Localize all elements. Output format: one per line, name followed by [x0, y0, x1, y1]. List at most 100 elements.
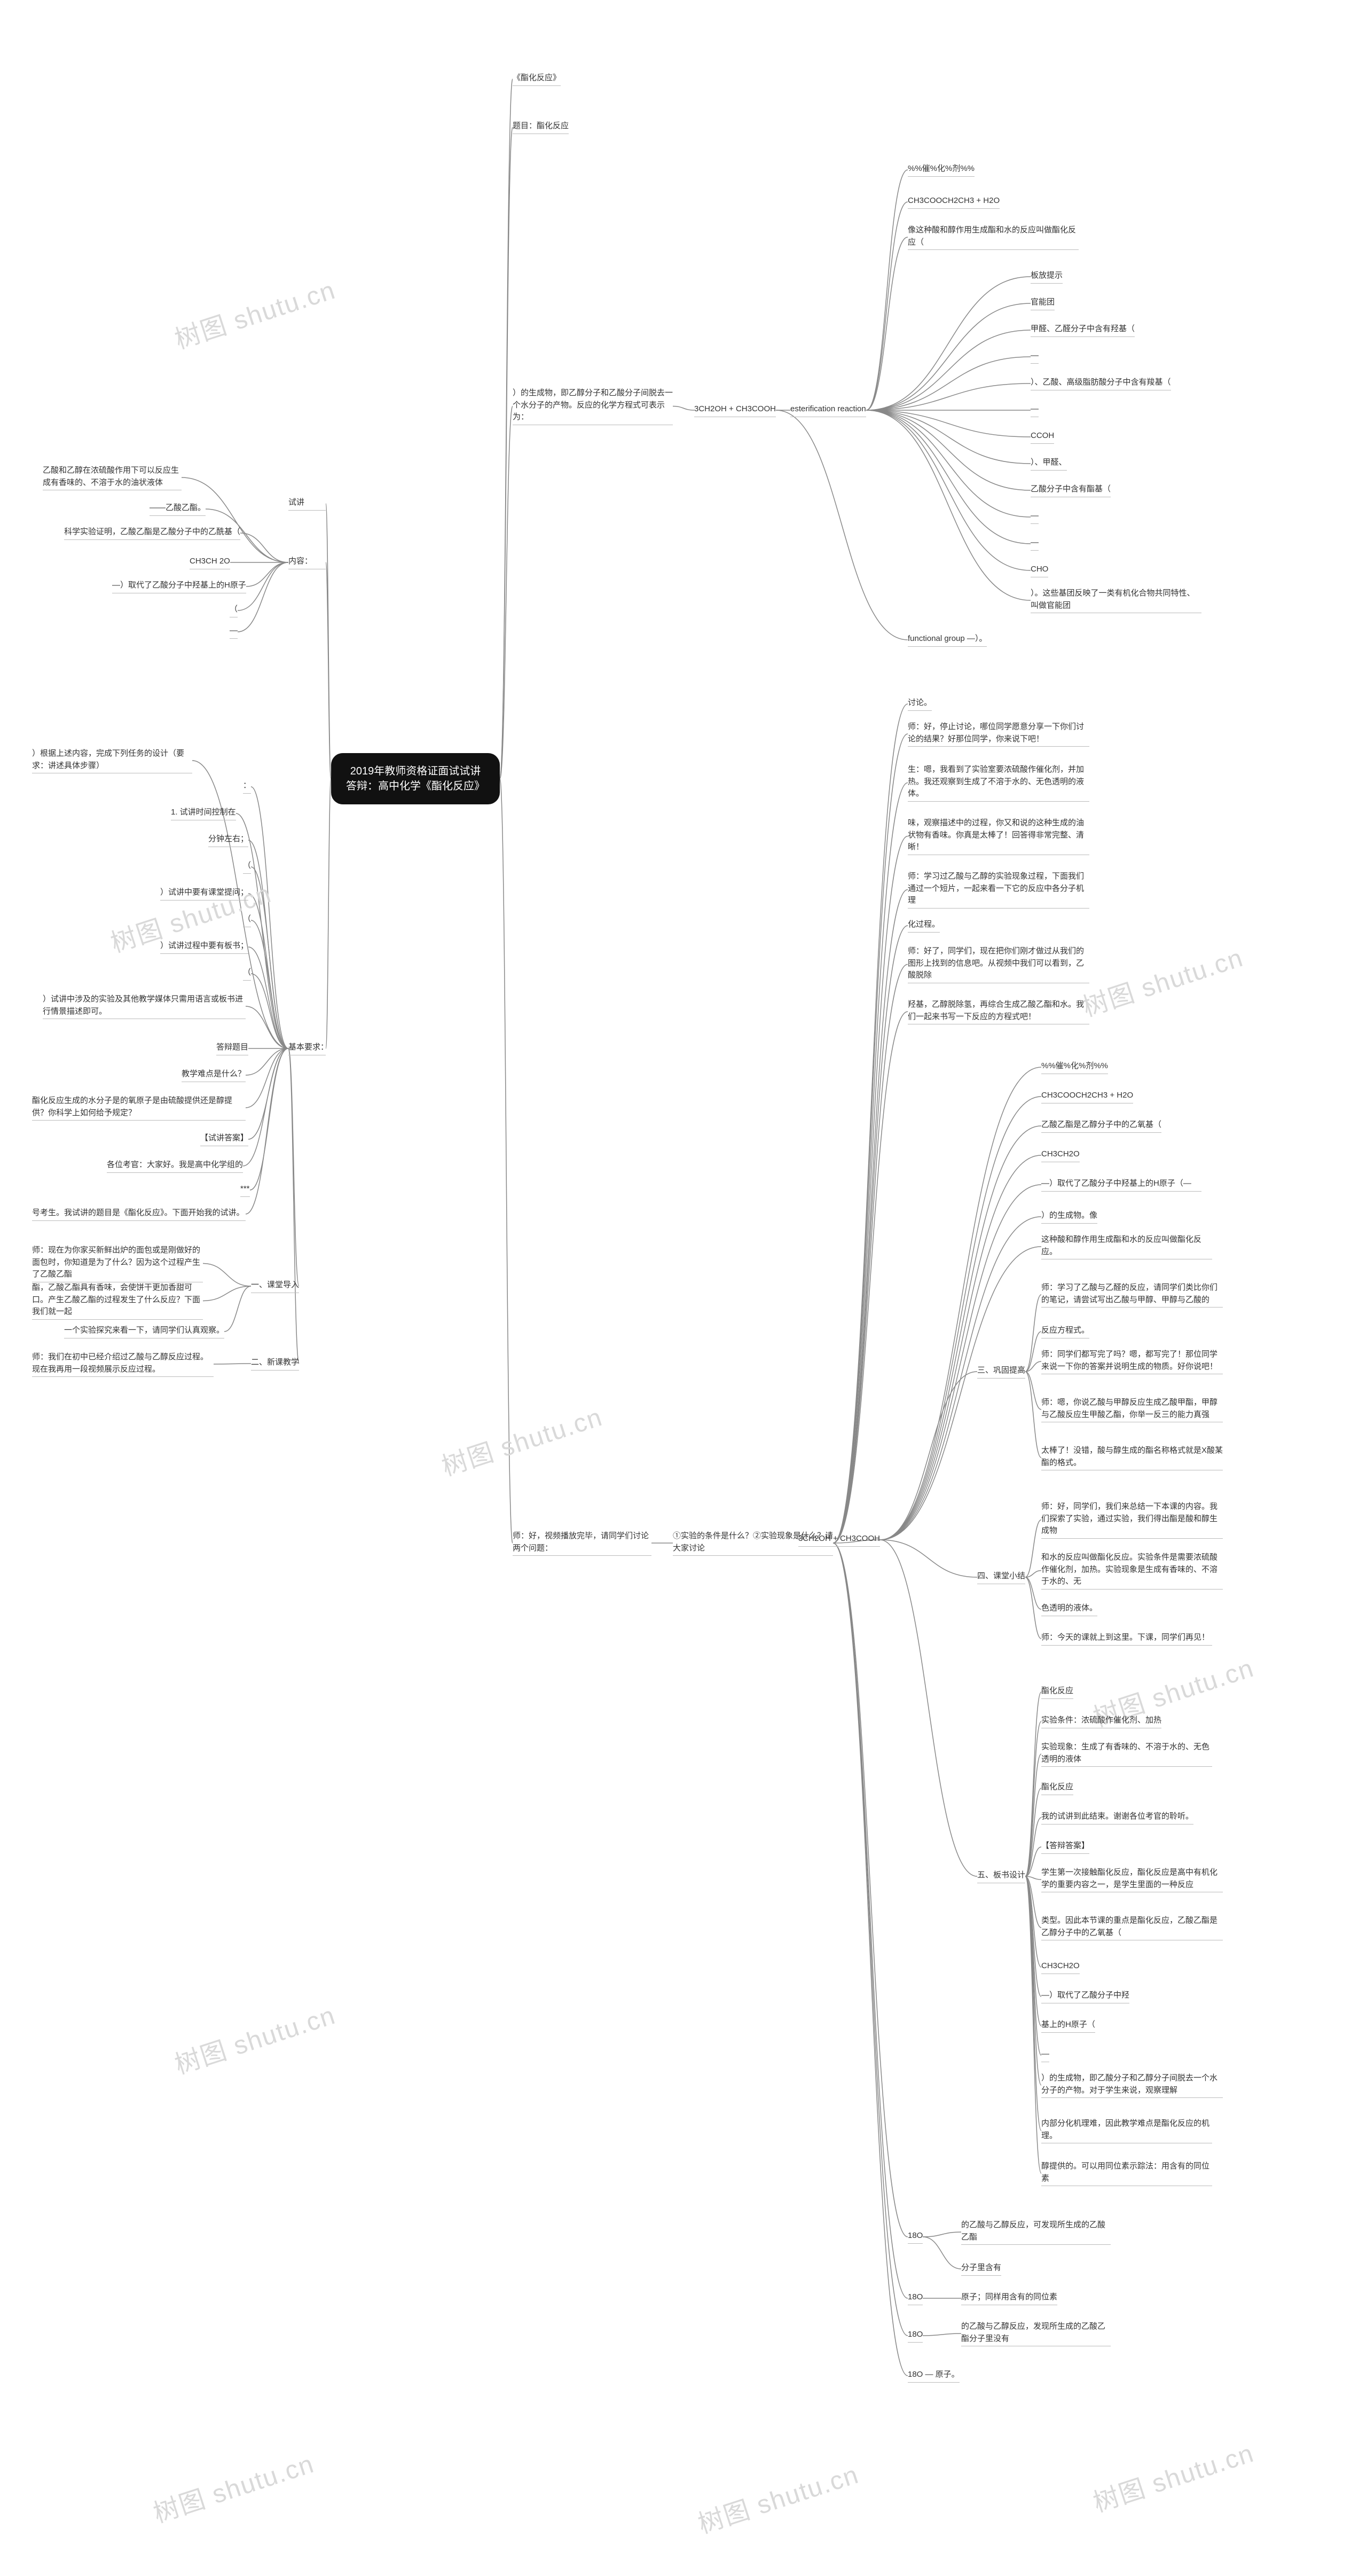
mindmap-node: 答辩题目	[216, 1042, 248, 1055]
edge	[880, 1097, 1041, 1540]
edge	[1025, 1876, 1041, 1967]
edge	[1025, 1571, 1041, 1578]
edge	[224, 1286, 251, 1332]
mindmap-node: 板放提示	[1031, 270, 1063, 284]
mindmap-node: CH3CH 2O	[190, 555, 230, 569]
edge	[866, 330, 1031, 410]
edge	[1025, 1847, 1041, 1876]
mindmap-node: 甲醛、乙醛分子中含有羟基（	[1031, 323, 1135, 337]
mindmap-node: 和水的反应叫做酯化反应。实验条件是需要浓硫酸作催化剂，加热。实验现象是生成有香味…	[1041, 1552, 1223, 1590]
mindmap-node: —	[1041, 2048, 1049, 2062]
central-node: 2019年教师资格证面试试讲答辩：高中化学《酯化反应》	[331, 753, 500, 804]
mindmap-node: 酯，乙酸乙酯具有香味，会使饼干更加香甜可口。产生乙酸乙酯的过程发生了什么反应？下…	[32, 1282, 203, 1320]
edge	[500, 406, 513, 779]
edge	[880, 1247, 1041, 1540]
edge	[1025, 1754, 1041, 1876]
edge	[866, 410, 1031, 437]
edge	[866, 202, 908, 410]
mindmap-node: %%催%化%剂%%	[908, 163, 975, 177]
mindmap-node: ）的生成物，即乙酸分子和乙醇分子间脱去一个水分子的产物。对于学生来说，观察理解	[1041, 2072, 1223, 2098]
mindmap-node: 三、巩固提高	[977, 1365, 1025, 1379]
mindmap-node: 分子里含有	[961, 2262, 1001, 2276]
mindmap-node: 《酯化反应》	[513, 72, 561, 86]
edge	[251, 787, 288, 1048]
mindmap-node: CH3COOCH2CH3 + H2O	[1041, 1090, 1133, 1103]
edge	[1025, 1876, 1041, 1996]
mindmap-node: 二、新课教学	[251, 1357, 299, 1371]
edge	[326, 504, 331, 779]
edge	[833, 965, 908, 1544]
edge	[1025, 1577, 1041, 1639]
mindmap-node: （	[243, 860, 251, 874]
edge	[833, 890, 908, 1544]
edge	[1025, 1876, 1041, 2085]
edge	[866, 410, 1031, 544]
central-node-text: 2019年教师资格证面试试讲答辩：高中化学《酯化反应》	[346, 765, 485, 792]
mindmap-node: 化过程。	[908, 919, 940, 933]
mindmap-node: 师：好，视频播放完毕，请同学们讨论两个问题：	[513, 1530, 651, 1556]
mindmap-node: 号考生。我试讲的题目是《酯化反应》。下面开始我的试讲。	[32, 1207, 246, 1221]
edge	[251, 920, 288, 1048]
edge	[240, 533, 288, 562]
mindmap-node: CCOH	[1031, 430, 1054, 444]
mindmap-node: —	[1031, 350, 1039, 364]
mindmap-node: 的乙酸与乙醇反应，可发现所生成的乙酸乙酯	[961, 2219, 1111, 2245]
mindmap-node: 我的试讲到此结束。谢谢各位考官的聆听。	[1041, 1811, 1193, 1825]
edge	[1025, 1577, 1041, 1609]
edge	[880, 1217, 1041, 1540]
edge	[248, 1048, 288, 1139]
mindmap-node: 1. 试讲时间控制在	[171, 807, 236, 820]
mindmap-node: 一个实验探究来看一下，请同学们认真观察。	[64, 1325, 224, 1338]
edge	[250, 1048, 288, 1190]
mindmap-node: 基本要求：	[288, 1042, 326, 1055]
mindmap-node: 酯化反应	[1041, 1781, 1073, 1795]
edge	[182, 477, 288, 562]
mindmap-node: （	[243, 967, 251, 981]
mindmap-node: 师：现在为你家买新鲜出炉的面包或是刚做好的面包时，你知道是为了什么？因为这个过程…	[32, 1244, 203, 1282]
edge	[833, 704, 908, 1543]
edge	[500, 779, 513, 1543]
mindmap-node: ）、乙酸、高级脂肪酸分子中含有羧基（	[1031, 377, 1171, 390]
edge	[833, 1543, 908, 2376]
edge	[248, 894, 288, 1048]
mindmap-node: 题目：酯化反应	[513, 120, 569, 134]
mindmap-node: 类型。因此本节课的重点是酯化反应，乙酸乙酯是乙醇分子中的乙氧基（	[1041, 1915, 1223, 1940]
mindmap-node: 师：同学们都写完了吗？嗯，都写完了！那位同学来说一下你的答案并说明生成的物质。好…	[1041, 1349, 1223, 1374]
mindmap-node: 分钟左右；	[208, 833, 248, 847]
mindmap-node: —	[1031, 510, 1039, 524]
mindmap-node: —	[1031, 537, 1039, 551]
edge	[880, 1372, 977, 1540]
edge	[288, 1048, 299, 1286]
edge	[923, 2232, 961, 2237]
mindmap-node: 师：好，同学们，我们来总结一下本课的内容。我们探索了实验，通过实验，我们得出酯是…	[1041, 1501, 1223, 1539]
edge	[923, 2237, 961, 2269]
edge	[1025, 1295, 1041, 1372]
edge	[251, 867, 288, 1048]
edge	[923, 2334, 961, 2336]
edge	[246, 1048, 288, 1214]
mindmap-node: ）根据上述内容，完成下列任务的设计（要求：讲述具体步骤）	[32, 748, 192, 773]
edge	[866, 410, 1031, 570]
edge	[238, 562, 288, 632]
mindmap-node: —）取代了乙酸分子中羟基上的H原子	[112, 580, 246, 593]
edge	[833, 1543, 908, 2237]
mindmap-node: 师：嗯，你说乙酸与甲醇反应生成乙酸甲酯，甲醇与乙酸反应生甲酸乙酯，你举一反三的能…	[1041, 1397, 1223, 1422]
mindmap-node: 实验条件：浓硫酸作催化剂、加热	[1041, 1714, 1161, 1728]
mindmap-node: 3CH2OH + CH3COOH	[798, 1533, 880, 1547]
mindmap-node: ）。这些基团反映了一类有机化合物共同特性、叫做官能团	[1031, 588, 1201, 613]
watermark: 树图 shutu.cn	[169, 269, 340, 356]
edge	[246, 562, 288, 586]
mindmap-node: CH3CH2O	[1041, 1148, 1080, 1162]
edge	[1025, 1876, 1041, 1880]
edge	[880, 1540, 977, 1577]
mindmap-node: 的乙酸与乙醇反应，发现所生成的乙酸乙酯分子里没有	[961, 2321, 1111, 2346]
edge	[1025, 1876, 1041, 2026]
mindmap-node: 五、板书设计	[977, 1869, 1025, 1883]
mindmap-node: 师：学习了乙酸与乙醛的反应，请同学们类比你们的笔记，请尝试写出乙酸与甲醇、甲醇与…	[1041, 1282, 1223, 1307]
edge	[1025, 1721, 1041, 1876]
mindmap-node: 一、课堂导入	[251, 1279, 299, 1293]
edge	[866, 277, 1031, 410]
edge	[1025, 1876, 1041, 1928]
mindmap-node: 讨论。	[908, 697, 932, 711]
mindmap-node: —	[1031, 403, 1039, 417]
